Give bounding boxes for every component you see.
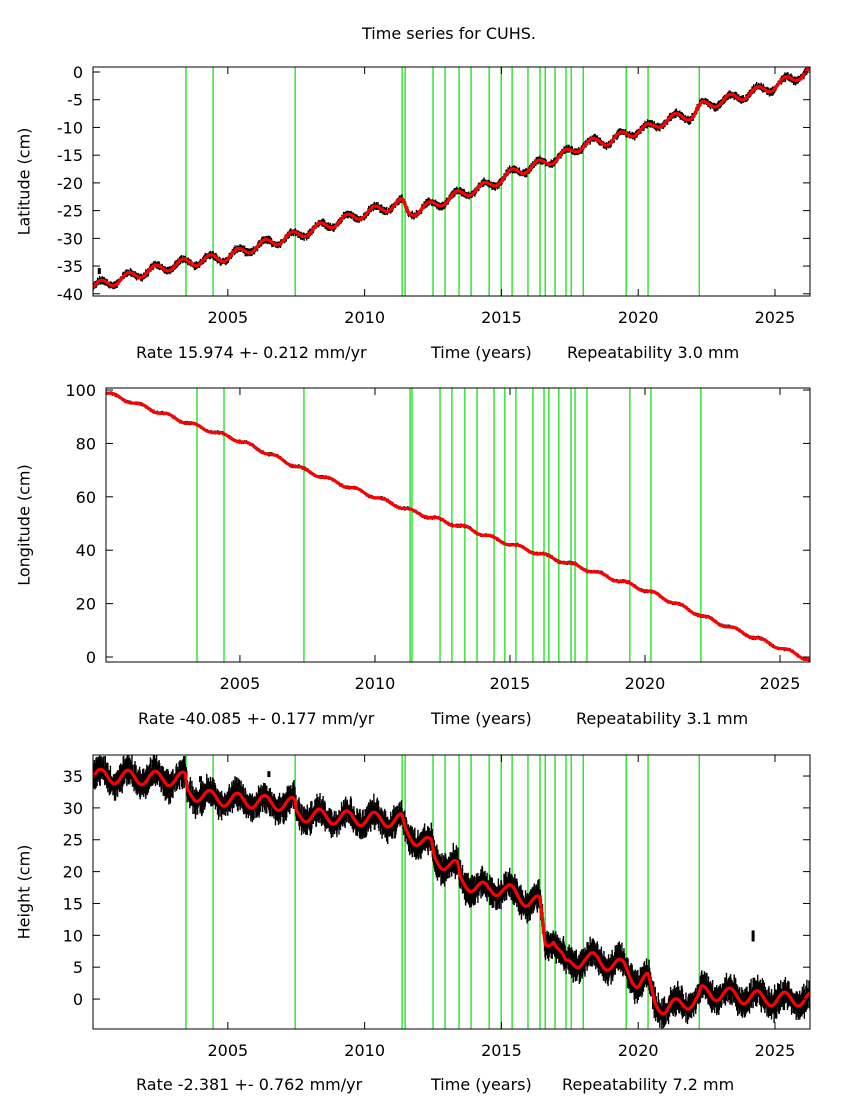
repeatability-label: Repeatability 7.2 mm [562, 1075, 734, 1094]
x-tick-label: 2025 [760, 674, 801, 693]
rate-label: Rate -2.381 +- 0.762 mm/yr [136, 1075, 363, 1094]
x-tick-label: 2020 [618, 308, 659, 327]
y-tick-label: 40 [76, 541, 96, 560]
y-axis-label: Height (cm) [15, 845, 34, 940]
repeatability-label: Repeatability 3.0 mm [567, 343, 739, 362]
x-tick-label: 2005 [220, 674, 261, 693]
y-tick-label: 15 [63, 894, 83, 913]
plot-area [106, 388, 810, 662]
rate-label: Rate 15.974 +- 0.212 mm/yr [136, 343, 367, 362]
y-tick-label: -15 [57, 146, 83, 165]
model-curve [93, 67, 810, 289]
x-tick-label: 2010 [344, 1041, 385, 1060]
y-tick-label: -30 [57, 229, 83, 248]
plot-area [93, 755, 810, 1029]
y-tick-label: 5 [73, 958, 83, 977]
plot-area [93, 67, 810, 296]
x-tick-label: 2015 [481, 308, 522, 327]
y-tick-label: 80 [76, 434, 96, 453]
y-tick-label: 0 [86, 648, 96, 667]
panel-1: 2005 2010 2015 2020 2025 0 -5 -10 -15 -20 -25 -30 -3… [15, 63, 811, 362]
y-tick-label: 30 [63, 799, 83, 818]
repeatability-label: Repeatability 3.1 mm [576, 709, 748, 728]
plot-frame [105, 387, 811, 663]
figure-title: Time series for CUHS. [361, 24, 536, 43]
data-outlier [97, 268, 101, 275]
data-outlier [751, 935, 755, 942]
y-tick-label: 20 [76, 595, 96, 614]
x-tick-label: 2005 [208, 308, 249, 327]
panel-3: 2005 2010 2015 2020 202505101520253035Height… [15, 754, 811, 1094]
rate-label: Rate -40.085 +- 0.177 mm/yr [138, 709, 375, 728]
y-tick-label: 10 [63, 926, 83, 945]
x-tick-label: 2005 [208, 1041, 249, 1060]
y-tick-label: -25 [57, 202, 83, 221]
plot-frame [92, 66, 811, 297]
y-tick-label: 25 [63, 831, 83, 850]
x-tick-label: 2010 [344, 308, 385, 327]
data-outlier [751, 930, 755, 937]
y-tick-label: -20 [57, 174, 83, 193]
y-axis-label: Longitude (cm) [15, 464, 34, 586]
y-tick-label: 0 [73, 63, 83, 82]
x-tick-label: 2015 [490, 674, 531, 693]
y-axis-label: Latitude (cm) [15, 128, 34, 236]
x-tick-label: 2020 [625, 674, 666, 693]
x-tick-label: 2020 [618, 1041, 659, 1060]
y-tick-label: 100 [65, 381, 96, 400]
data-outlier [267, 771, 271, 778]
x-axis-label: Time (years) [430, 343, 532, 362]
y-tick-label: -10 [57, 118, 83, 137]
x-tick-label: 2010 [355, 674, 396, 693]
x-tick-label: 2015 [481, 1041, 522, 1060]
y-tick-label: 20 [63, 863, 83, 882]
y-tick-label: -40 [57, 285, 83, 304]
x-axis-label: Time (years) [430, 1075, 532, 1094]
model-curve [106, 391, 810, 662]
x-tick-label: 2025 [755, 1041, 796, 1060]
x-tick-label: 2025 [755, 308, 796, 327]
y-tick-label: 60 [76, 488, 96, 507]
model-curve [93, 767, 810, 1016]
y-tick-label: 35 [63, 767, 83, 786]
x-axis-label: Time (years) [430, 709, 532, 728]
panel-2: 2005 2010 2015 2020 2025 0 20 40 60 80 100 Longitud… [15, 381, 811, 728]
plot-frame [92, 754, 811, 1030]
y-tick-label: -5 [67, 91, 83, 110]
y-tick-label: -35 [57, 257, 83, 276]
y-tick-label: 0 [73, 990, 83, 1009]
data-outlier [199, 776, 203, 783]
